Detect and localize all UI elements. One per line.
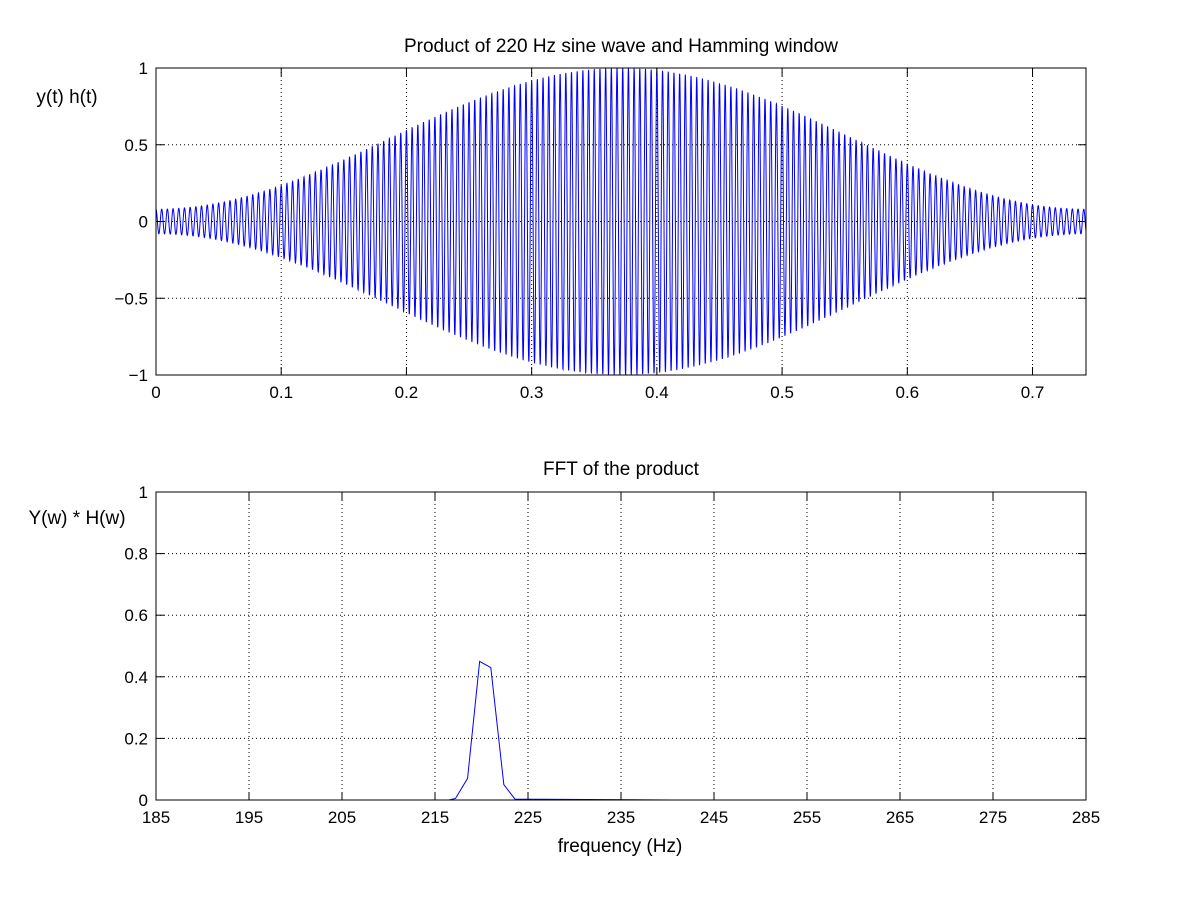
x-tick-label: 0.3	[520, 383, 544, 402]
x-tick-label: 0.5	[770, 383, 794, 402]
x-tick-label: 225	[514, 808, 542, 827]
y-tick-label: −0.5	[114, 289, 148, 308]
y-tick-label: 1	[139, 483, 148, 502]
x-tick-label: 0.7	[1021, 383, 1045, 402]
fft-plot-title: FFT of the product	[543, 459, 700, 480]
x-tick-label: 195	[235, 808, 263, 827]
x-tick-label: 245	[700, 808, 728, 827]
x-tick-label: 275	[979, 808, 1007, 827]
x-tick-label: 215	[421, 808, 449, 827]
y-tick-label: 0.2	[124, 729, 148, 748]
time-plot-ylabel: y(t) h(t)	[36, 87, 97, 108]
y-tick-label: 0.6	[124, 606, 148, 625]
time-plot-title: Product of 220 Hz sine wave and Hamming …	[404, 36, 838, 57]
frequency-domain-plot: 185 195 205 215 225 235 245 255 265 275 285 0 0.2 0.4…	[28, 459, 1100, 857]
fft-plot-ylabel: Y(w) * H(w)	[28, 508, 125, 529]
y-tick-label: 0	[139, 791, 148, 810]
x-tick-label: 265	[886, 808, 914, 827]
time-plot-ticks: 0 0.1 0.2 0.3 0.4 0.5 0.6 0.7 −1 −0.5 0 0.5 1	[114, 59, 1086, 402]
y-tick-label: 0.5	[124, 136, 148, 155]
fft-plot-xlabel: frequency (Hz)	[558, 836, 683, 857]
x-tick-label: 185	[142, 808, 170, 827]
y-tick-label: 0.4	[124, 668, 148, 687]
x-tick-label: 285	[1072, 808, 1100, 827]
x-tick-label: 0.4	[645, 383, 669, 402]
fft-plot-area	[156, 492, 1086, 800]
x-tick-label: 205	[328, 808, 356, 827]
windowed-sine-line	[155, 67, 1087, 376]
x-tick-label: 0.1	[269, 383, 293, 402]
x-tick-label: 0.6	[895, 383, 919, 402]
fft-plot-ticks: 185 195 205 215 225 235 245 255 265 275 285 0 0.2 0.4…	[124, 483, 1100, 827]
x-tick-label: 0	[151, 383, 160, 402]
fft-plot-grid	[156, 492, 1086, 800]
x-tick-label: 0.2	[395, 383, 419, 402]
y-tick-label: 0	[139, 213, 148, 232]
y-tick-label: 0.8	[124, 545, 148, 564]
time-domain-plot: 0 0.1 0.2 0.3 0.4 0.5 0.6 0.7 −1 −0.5 0 0.5 1 Produc…	[36, 36, 1087, 402]
x-tick-label: 235	[607, 808, 635, 827]
x-tick-label: 255	[793, 808, 821, 827]
fft-magnitude-line	[286, 660, 672, 801]
y-tick-label: −1	[129, 366, 148, 385]
y-tick-label: 1	[139, 59, 148, 78]
